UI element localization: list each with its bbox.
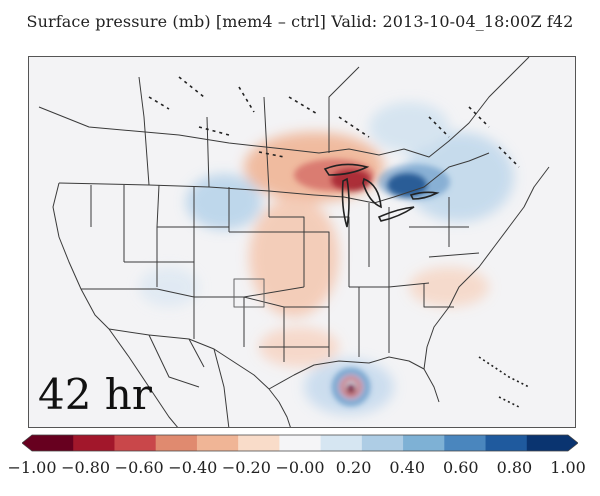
map-panel xyxy=(28,56,576,428)
gulf-coast xyxy=(268,356,440,403)
colorbar-segment xyxy=(155,435,198,451)
colorbar-segment xyxy=(196,435,239,451)
figure-title: Surface pressure (mb) [mem4 – ctrl] Vali… xyxy=(26,12,574,31)
colorbar-segment xyxy=(32,435,74,451)
colorbar-segment xyxy=(361,435,404,451)
colorbar-tick-label: 0.80 xyxy=(496,458,533,477)
colorbar-tick-label: −0.60 xyxy=(114,458,164,477)
anomaly-blue-northern-plains xyxy=(186,174,262,230)
highlighted-box xyxy=(233,278,265,308)
canada-province-lines xyxy=(138,66,360,192)
colorbar-segment xyxy=(114,435,157,451)
lake-ontario xyxy=(409,191,440,200)
lake-erie xyxy=(377,206,415,222)
colorbar-tick-label: 1.00 xyxy=(550,458,586,477)
hurricane-ring-blue xyxy=(332,368,370,406)
mexico-coast xyxy=(108,328,178,427)
hurricane-ring-red xyxy=(340,376,362,398)
us-canada-border xyxy=(58,152,490,204)
anomaly-field xyxy=(139,102,514,415)
atlantic-coast-islands xyxy=(478,356,530,408)
colorbar-segment xyxy=(526,435,569,451)
lake-huron xyxy=(362,177,382,209)
colorbar-segment xyxy=(403,435,445,451)
colorbar-segment xyxy=(279,435,322,451)
lakes xyxy=(148,76,530,408)
anomaly-red-plains xyxy=(249,197,339,317)
colorbar xyxy=(22,434,578,452)
boundary-lines xyxy=(38,57,550,427)
colorbar-tick-label: 0.60 xyxy=(442,458,479,477)
colorbar-extend-max xyxy=(568,435,578,451)
colorbar-outline xyxy=(22,434,578,452)
anomaly-blue-halo xyxy=(378,164,450,200)
colorbar-tick-label: −0.80 xyxy=(61,458,111,477)
colorbar-tick-label: −0.20 xyxy=(221,458,271,477)
colorbar-segment xyxy=(485,435,528,451)
colorbar-tick-label: −0.00 xyxy=(275,458,325,477)
map-svg xyxy=(38,57,550,427)
colorbar-segment xyxy=(73,435,115,451)
colorbar-ticks: −1.00 −0.80 −0.60 −0.40 −0.20 −0.00 0.20 0.40 0.… xyxy=(0,458,600,480)
colorbar-extend-min xyxy=(22,435,32,451)
colorbar-segment xyxy=(238,435,280,451)
lake-michigan xyxy=(341,177,350,228)
coastline-canada-border xyxy=(38,57,530,158)
colorbar-segment xyxy=(320,435,363,451)
mexico-state-lines xyxy=(148,334,230,427)
colorbar-segment xyxy=(444,435,487,451)
anomaly-blue-canada xyxy=(369,102,449,152)
colorbar-tick-label: 0.20 xyxy=(335,458,372,477)
colorbar-tick-label: 0.40 xyxy=(389,458,425,477)
forecast-hour-label: 42 hr xyxy=(38,370,152,419)
west-coast xyxy=(52,182,110,330)
mexico-gulf-coast xyxy=(268,388,291,427)
east-coast xyxy=(423,166,550,370)
anomaly-red-southeast xyxy=(409,267,489,307)
canadian-lakes xyxy=(148,76,520,168)
hurricane-core xyxy=(347,385,355,393)
colorbar-tick-label: −0.40 xyxy=(168,458,218,477)
colorbar-tick-label: −1.00 xyxy=(7,458,57,477)
anomaly-blue-west xyxy=(139,267,199,307)
lake-superior xyxy=(323,163,370,176)
